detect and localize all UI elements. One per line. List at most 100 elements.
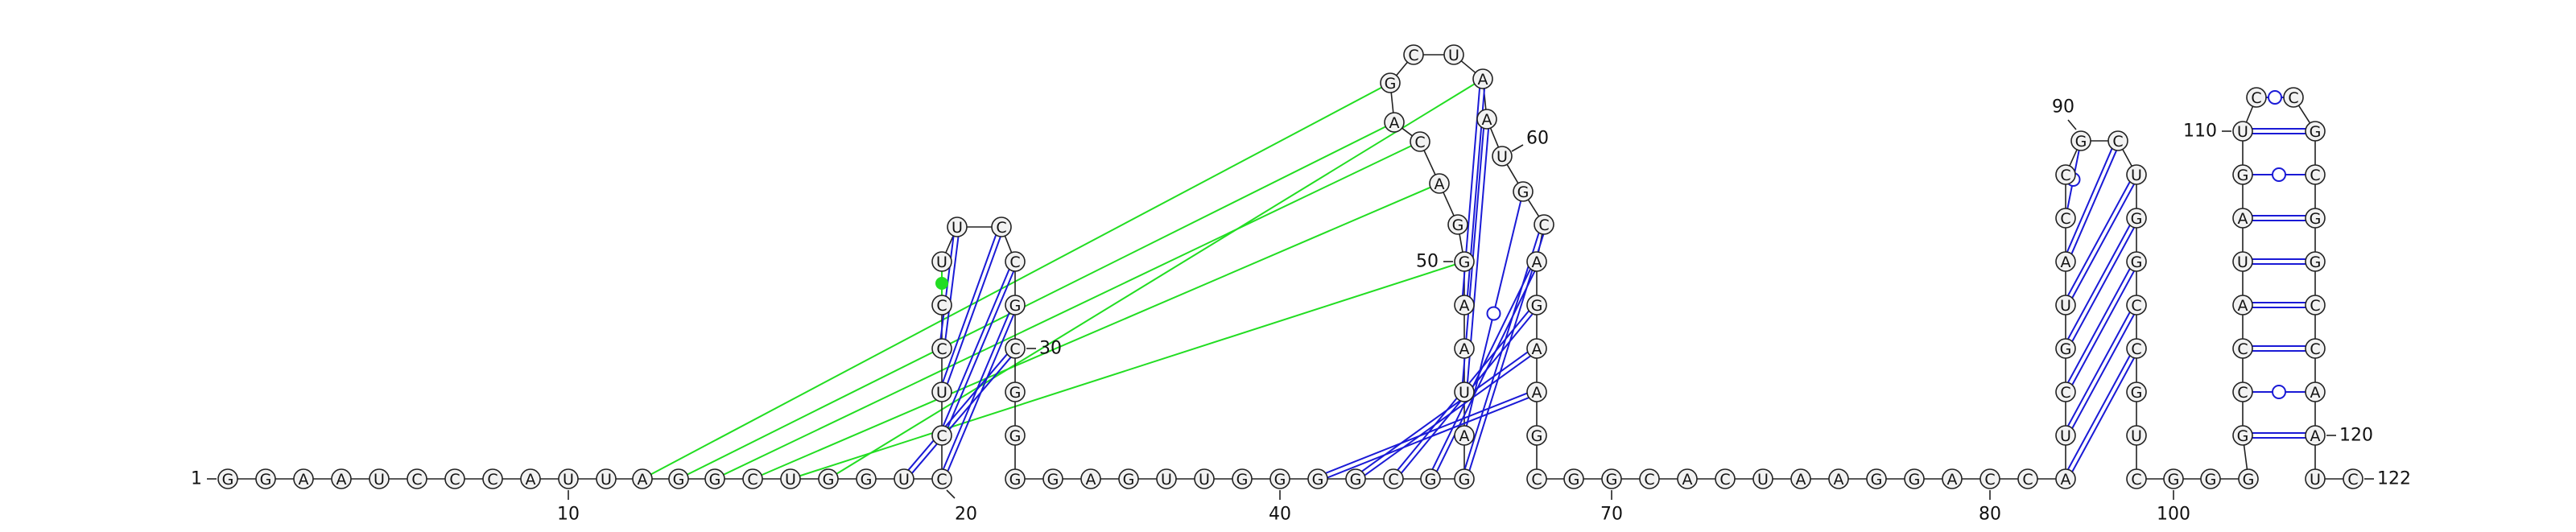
nucleotide-letter: U [2131,167,2142,184]
nucleotide-circle [2238,468,2259,489]
nucleotide-letter: G [1425,471,1437,489]
nucleotide: G [1601,468,1622,489]
nucleotide: C [2126,338,2147,359]
nucleotide: G [1005,425,1026,446]
nucleotide-circle [1410,131,1430,152]
nucleotide-circle [1269,468,1290,489]
nucleotide-letter: A [1478,71,1488,89]
nucleotide: G [1042,468,1063,489]
nucleotide-circle [894,468,914,489]
position-number: 30 [1026,339,1062,359]
pseudoknot-interaction-line [678,122,1395,480]
nucleotide-circle [2232,338,2253,359]
nucleotide-circle [1429,173,1450,194]
nucleotide-letter: G [823,471,835,489]
nucleotide-circle [991,217,1012,237]
position-tick [1511,144,1524,152]
nucleotide-letter: A [1459,427,1470,445]
base-pair-line [1463,233,1540,469]
nucleotide-letter: C [1009,254,1020,271]
nucleotide: G [668,468,689,489]
nucleotide-circle [369,468,390,489]
nucleotide-letter: C [2310,167,2320,184]
nucleotide-circle [931,251,952,272]
nucleotide: G [2305,251,2326,272]
nucleotide-circle [2305,251,2326,272]
wobble-pair-marker [2272,385,2286,399]
nucleotide-circle [1383,468,1404,489]
nucleotide-circle [931,425,952,446]
nucleotide-circle [558,468,579,489]
nucleotide: A [632,468,653,489]
nucleotide: A [2305,381,2326,402]
base-pairs [907,88,2306,479]
nucleotide-circle [293,468,314,489]
nucleotide-circle [2232,164,2253,185]
position-number: 70 [1600,490,1623,525]
nucleotide-circle [2055,338,2076,359]
nucleotide-circle [1005,251,1026,272]
wobble-pair-marker [2268,90,2282,105]
backbone [237,54,2343,480]
nucleotide: A [2305,425,2326,446]
nucleotide-circle [1005,425,1026,446]
nucleotide-letter: C [1644,471,1654,489]
nucleotide: C [2126,468,2147,489]
position-number: 100 [2157,490,2190,525]
nucleotide-circle [2305,468,2326,489]
nucleotide: G [1005,295,1026,315]
nucleotide-letter: A [299,471,309,489]
position-label: 10 [557,505,580,525]
backbone-segment [1459,233,1463,253]
nucleotide-letter: U [2237,123,2248,141]
nucleotide-circle [780,468,801,489]
nucleotide-circle [2305,381,2326,402]
position-label: 90 [2052,97,2074,118]
base-pair-line [2067,268,2131,383]
nucleotide-circle [407,468,427,489]
base-pair-line [1431,269,1531,470]
nucleotide-letter: A [1834,471,1844,489]
nucleotide-circle [1380,72,1401,93]
nucleotide-circle [1042,468,1063,489]
nucleotide-circle [2305,121,2326,142]
backbone-segment [1489,127,1500,148]
base-pair-line [1436,270,1536,472]
nucleotide: C [931,425,952,446]
nucleotide-letter: C [2060,210,2070,228]
nucleotide: G [1866,468,1887,489]
nucleotide-letter: G [1452,217,1464,234]
nucleotide-letter: A [1532,340,1542,358]
nucleotide-circle [1005,338,1026,359]
nucleotide-letter: C [2112,133,2123,151]
nucleotide: G [1005,381,1026,402]
nucleotide-circle [1118,468,1139,489]
backbone-segment [1004,235,1013,254]
nucleotide: A [293,468,314,489]
noncanonical-pair-marker [935,277,948,290]
nucleotide: G [1904,468,1925,489]
nucleotide-letter: A [336,471,347,489]
nucleotide: C [1639,468,1660,489]
nucleotide-circle [1790,468,1811,489]
nucleotide-letter: A [1459,297,1470,315]
backbone-segment [2245,105,2254,123]
nucleotide-letter: C [2060,167,2070,184]
nucleotide: U [596,468,617,489]
nucleotide-letter: G [1459,254,1471,271]
nucleotide-letter: G [1459,471,1471,489]
nucleotide: A [1526,251,1547,272]
nucleotide: G [1345,468,1366,489]
nucleotide-letter: C [1531,471,1542,489]
nucleotide: A [1384,112,1405,133]
nucleotide: C [2232,338,2253,359]
nucleotide-letter: G [1009,297,1022,315]
nucleotide-letter: C [449,471,460,489]
base-pair-line [2071,270,2135,386]
base-pair-line [947,314,1015,472]
nucleotide: C [2246,87,2267,108]
nucleotide: C [931,468,952,489]
nucleotide-circle [2126,208,2147,229]
nucleotide-circle [2305,295,2326,315]
